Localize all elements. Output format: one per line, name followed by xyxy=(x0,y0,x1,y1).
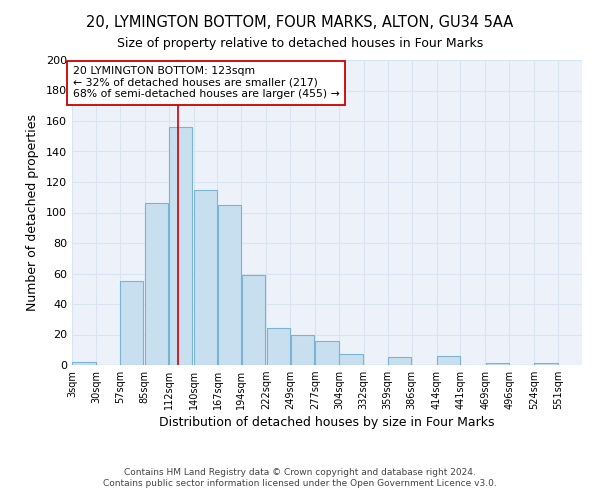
Bar xyxy=(485,364,509,365)
Bar xyxy=(437,356,460,365)
Bar xyxy=(388,358,412,365)
Bar xyxy=(535,364,557,365)
Text: 20 LYMINGTON BOTTOM: 123sqm
← 32% of detached houses are smaller (217)
68% of se: 20 LYMINGTON BOTTOM: 123sqm ← 32% of det… xyxy=(73,66,340,100)
Bar xyxy=(218,205,241,365)
Bar xyxy=(290,334,314,365)
Y-axis label: Number of detached properties: Number of detached properties xyxy=(26,114,39,311)
Bar xyxy=(73,362,95,365)
Bar xyxy=(145,204,169,365)
Bar xyxy=(316,340,338,365)
Text: Size of property relative to detached houses in Four Marks: Size of property relative to detached ho… xyxy=(117,38,483,51)
Bar xyxy=(120,281,143,365)
Bar xyxy=(169,127,192,365)
Bar xyxy=(194,190,217,365)
Bar xyxy=(266,328,290,365)
Bar xyxy=(242,275,265,365)
X-axis label: Distribution of detached houses by size in Four Marks: Distribution of detached houses by size … xyxy=(159,416,495,430)
Bar xyxy=(340,354,362,365)
Text: 20, LYMINGTON BOTTOM, FOUR MARKS, ALTON, GU34 5AA: 20, LYMINGTON BOTTOM, FOUR MARKS, ALTON,… xyxy=(86,15,514,30)
Text: Contains HM Land Registry data © Crown copyright and database right 2024.
Contai: Contains HM Land Registry data © Crown c… xyxy=(103,468,497,487)
